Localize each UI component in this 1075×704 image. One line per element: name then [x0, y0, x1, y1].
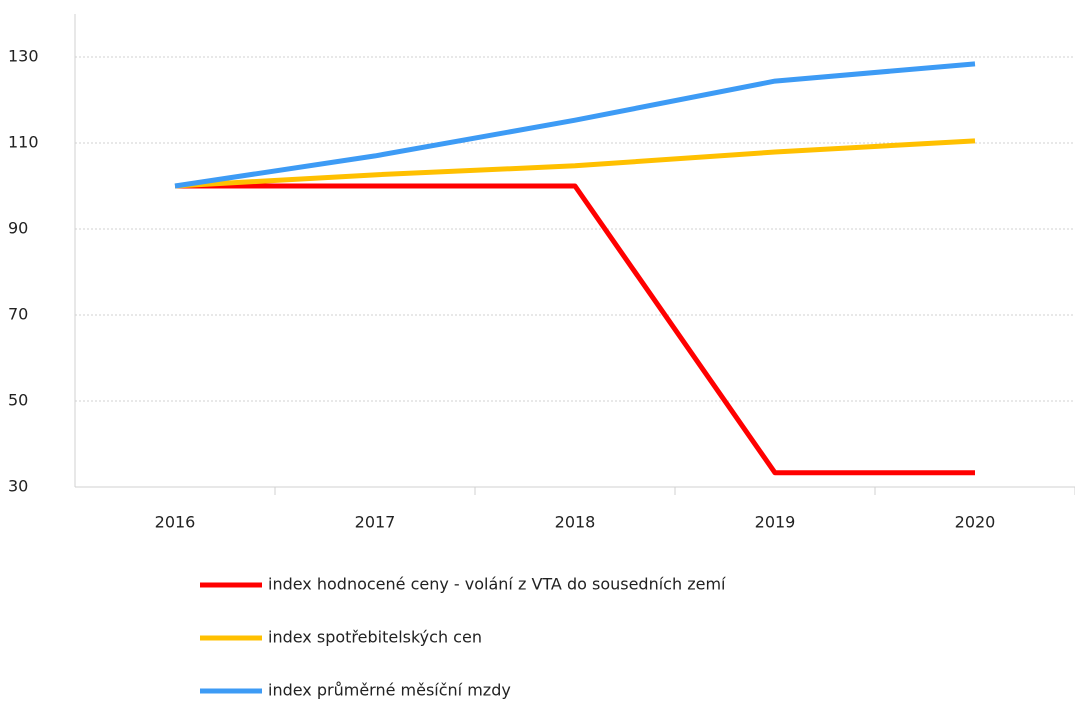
x-tick-label: 2016	[155, 513, 196, 532]
x-tick-label: 2018	[555, 513, 596, 532]
y-tick-label: 70	[8, 305, 28, 324]
x-tick-label: 2020	[955, 513, 996, 532]
x-tick-label: 2019	[755, 513, 796, 532]
legend-label: index spotřebitelských cen	[268, 628, 482, 647]
legend-label: index průměrné měsíční mzdy	[268, 681, 511, 700]
y-tick-label: 90	[8, 219, 28, 238]
y-tick-label: 50	[8, 391, 28, 410]
series-line	[174, 61, 976, 189]
y-tick-label: 110	[8, 133, 39, 152]
series-line	[174, 138, 976, 189]
legend-label: index hodnocené ceny - volání z VTA do s…	[268, 575, 726, 594]
x-tick-label: 2017	[355, 513, 396, 532]
y-tick-label: 130	[8, 47, 39, 66]
series-line	[175, 183, 975, 476]
y-tick-label: 30	[8, 477, 28, 496]
